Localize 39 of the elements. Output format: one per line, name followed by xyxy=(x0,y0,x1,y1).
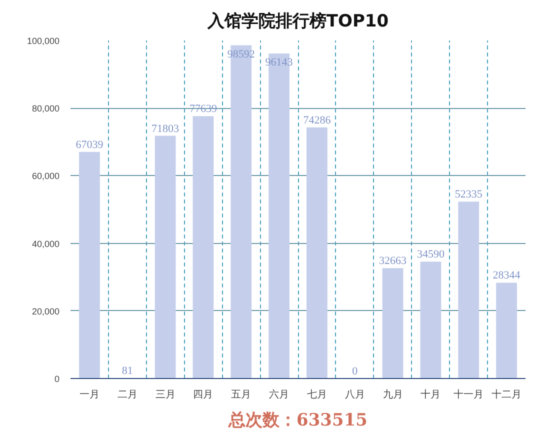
x-tick-label: 十一月 xyxy=(454,388,484,400)
x-tick-label: 九月 xyxy=(382,388,403,400)
bar xyxy=(306,127,328,378)
y-tick-label: 60,000 xyxy=(32,171,60,182)
data-label: 67039 xyxy=(76,138,104,151)
x-tick-label: 七月 xyxy=(306,388,327,400)
data-label: 52335 xyxy=(454,188,483,201)
x-tick-label: 四月 xyxy=(193,390,214,400)
data-label: 71803 xyxy=(152,122,180,135)
data-label: 74286 xyxy=(303,114,332,126)
x-tick-label: 一月 xyxy=(79,390,100,400)
y-tick-label: 100,000 xyxy=(26,36,60,46)
x-tick-label: 三月 xyxy=(155,390,176,400)
data-label: 34590 xyxy=(416,248,445,261)
data-label: 96143 xyxy=(265,56,294,69)
bar xyxy=(496,282,517,378)
x-tick-label: 十月 xyxy=(420,388,441,400)
y-tick-label: 0 xyxy=(54,374,60,384)
bar xyxy=(382,268,404,378)
x-tick-label: 十二月 xyxy=(492,388,522,400)
bar xyxy=(420,262,442,378)
bar xyxy=(192,116,214,378)
bar xyxy=(458,202,480,378)
data-label: 0 xyxy=(352,366,358,378)
y-tick-label: 20,000 xyxy=(32,306,60,316)
chart-title: 入馆学院排行榜TOP10 xyxy=(206,12,389,32)
bar xyxy=(79,152,100,378)
data-label: 28344 xyxy=(492,270,521,282)
text: 总次数：633515 xyxy=(228,410,368,430)
x-tick-label: 八月 xyxy=(344,390,365,400)
data-label: 32663 xyxy=(379,255,408,268)
y-tick-label: 80,000 xyxy=(32,104,60,114)
x-tick-label: 二月 xyxy=(117,390,138,400)
bar xyxy=(154,136,176,378)
y-tick-label: 40,000 xyxy=(32,238,60,249)
data-label: 81 xyxy=(122,365,133,378)
x-tick-label: 六月 xyxy=(269,388,290,400)
data-label: 98592 xyxy=(227,48,255,60)
x-tick-label: 五月 xyxy=(231,390,252,400)
